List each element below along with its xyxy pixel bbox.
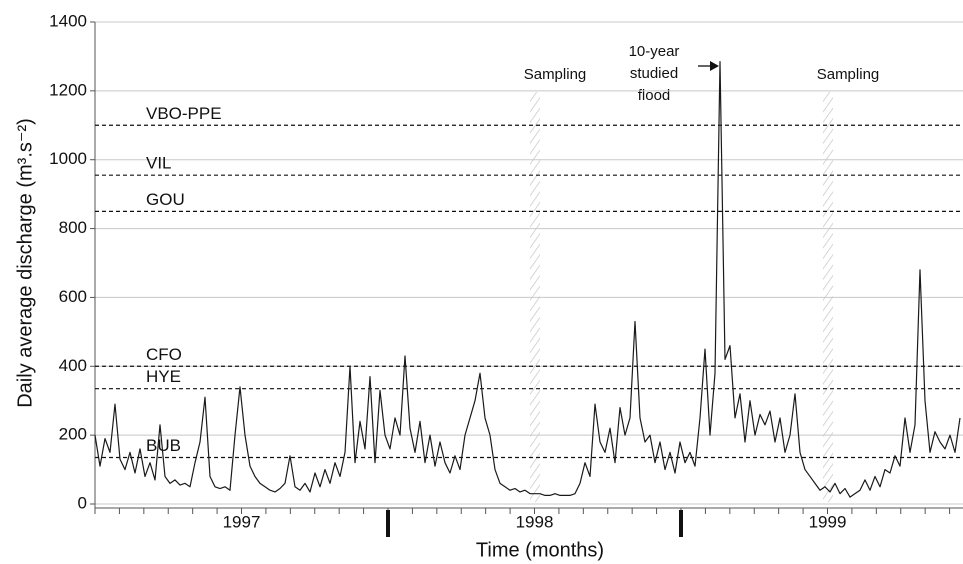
flood-annotation: 10-year	[629, 43, 680, 60]
reference-label: BUB	[146, 436, 181, 455]
y-tick-label: 600	[59, 287, 87, 306]
reference-label: GOU	[146, 190, 185, 209]
discharge-line	[94, 60, 961, 498]
reference-label: VIL	[146, 154, 172, 173]
y-tick-label: 1000	[49, 149, 87, 168]
y-tick-label: 200	[59, 425, 87, 444]
x-tick-label: 1998	[516, 512, 554, 531]
flood-annotation: studied	[630, 65, 678, 82]
y-axis-label: Daily average discharge (m³.s⁻²)	[14, 118, 36, 408]
sampling-label: Sampling	[817, 66, 880, 83]
flood-annotation: flood	[638, 87, 671, 104]
reference-label: VBO-PPE	[146, 104, 222, 123]
y-tick-label: 800	[59, 218, 87, 237]
reference-label: HYE	[146, 367, 181, 386]
y-tick-label: 1200	[49, 80, 87, 99]
x-tick-label: 1997	[223, 512, 261, 531]
y-tick-label: 0	[78, 493, 87, 512]
reference-label: CFO	[146, 345, 182, 364]
sampling-label: Sampling	[524, 66, 587, 83]
y-tick-label: 400	[59, 356, 87, 375]
x-tick-label: 1999	[809, 512, 847, 531]
y-tick-label: 1400	[49, 11, 87, 30]
annotation-arrowhead	[710, 61, 719, 71]
x-axis-label: Time (months)	[476, 539, 604, 561]
